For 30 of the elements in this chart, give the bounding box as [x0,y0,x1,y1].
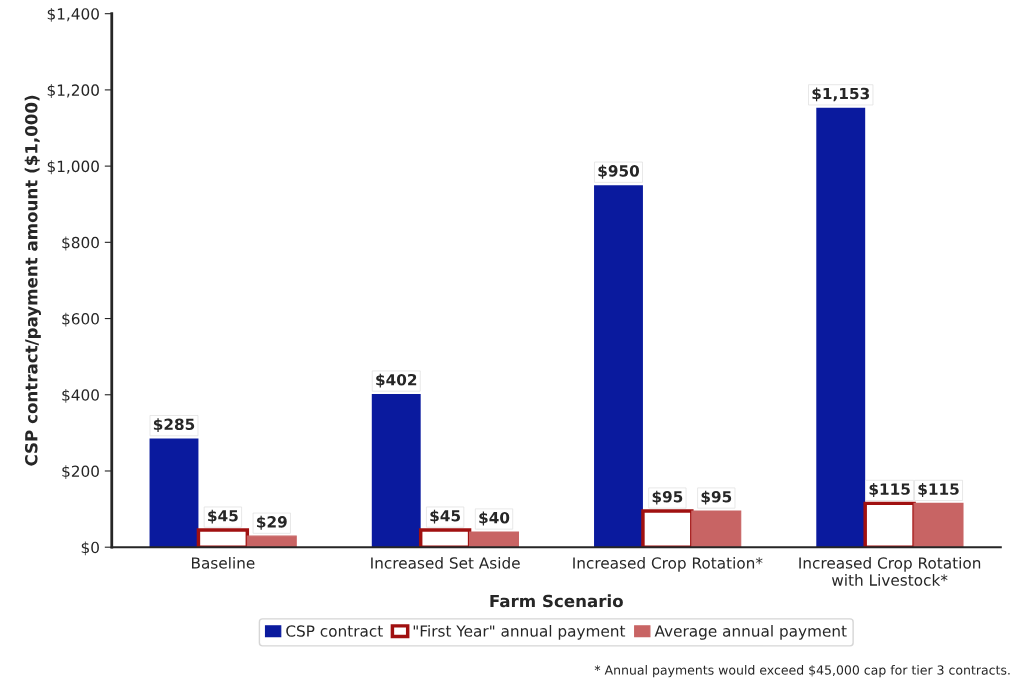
y-tick-label: $800 [62,236,99,251]
data-label: $115 [918,483,959,497]
text: * Annual payments would exceed $45,000 cap for tier 3 contracts. [594,665,1010,678]
data-label: $115 [869,483,910,497]
x-tick-label: Increased Set Aside [371,556,520,569]
y-tick-label: $1,000 [47,160,99,175]
y-tick-label: $200 [62,465,99,480]
data-label: $40 [479,511,510,526]
y-tick-label: $600 [62,312,99,327]
data-label: $45 [430,509,461,524]
data-label: $402 [376,373,417,388]
x-tick-label: Increased Crop Rotation with Livestock* [799,556,981,586]
y-tick-label: $0 [81,541,99,556]
y-axis-title: CSP contract/payment amount ($1,000) [24,95,41,466]
data-label: $285 [153,418,195,433]
legend-label: Average annual payment [654,624,847,640]
data-label: $1,153 [812,87,869,102]
x-tick-label: Increased Crop Rotation* [573,556,763,572]
data-label: $29 [257,515,287,530]
data-label: $95 [652,490,683,505]
y-tick-label: $1,200 [47,84,99,98]
x-axis-title: Farm Scenario [490,594,623,608]
y-tick-label: $1,400 [47,7,99,22]
x-tick-label: Baseline [192,556,255,569]
legend-label: CSP contract [286,625,383,637]
data-label: $45 [208,509,238,524]
y-tick-label: $400 [62,388,99,403]
data-label: $95 [701,490,732,505]
legend-label: "First Year" annual payment [413,624,626,640]
data-label: $950 [598,164,640,179]
